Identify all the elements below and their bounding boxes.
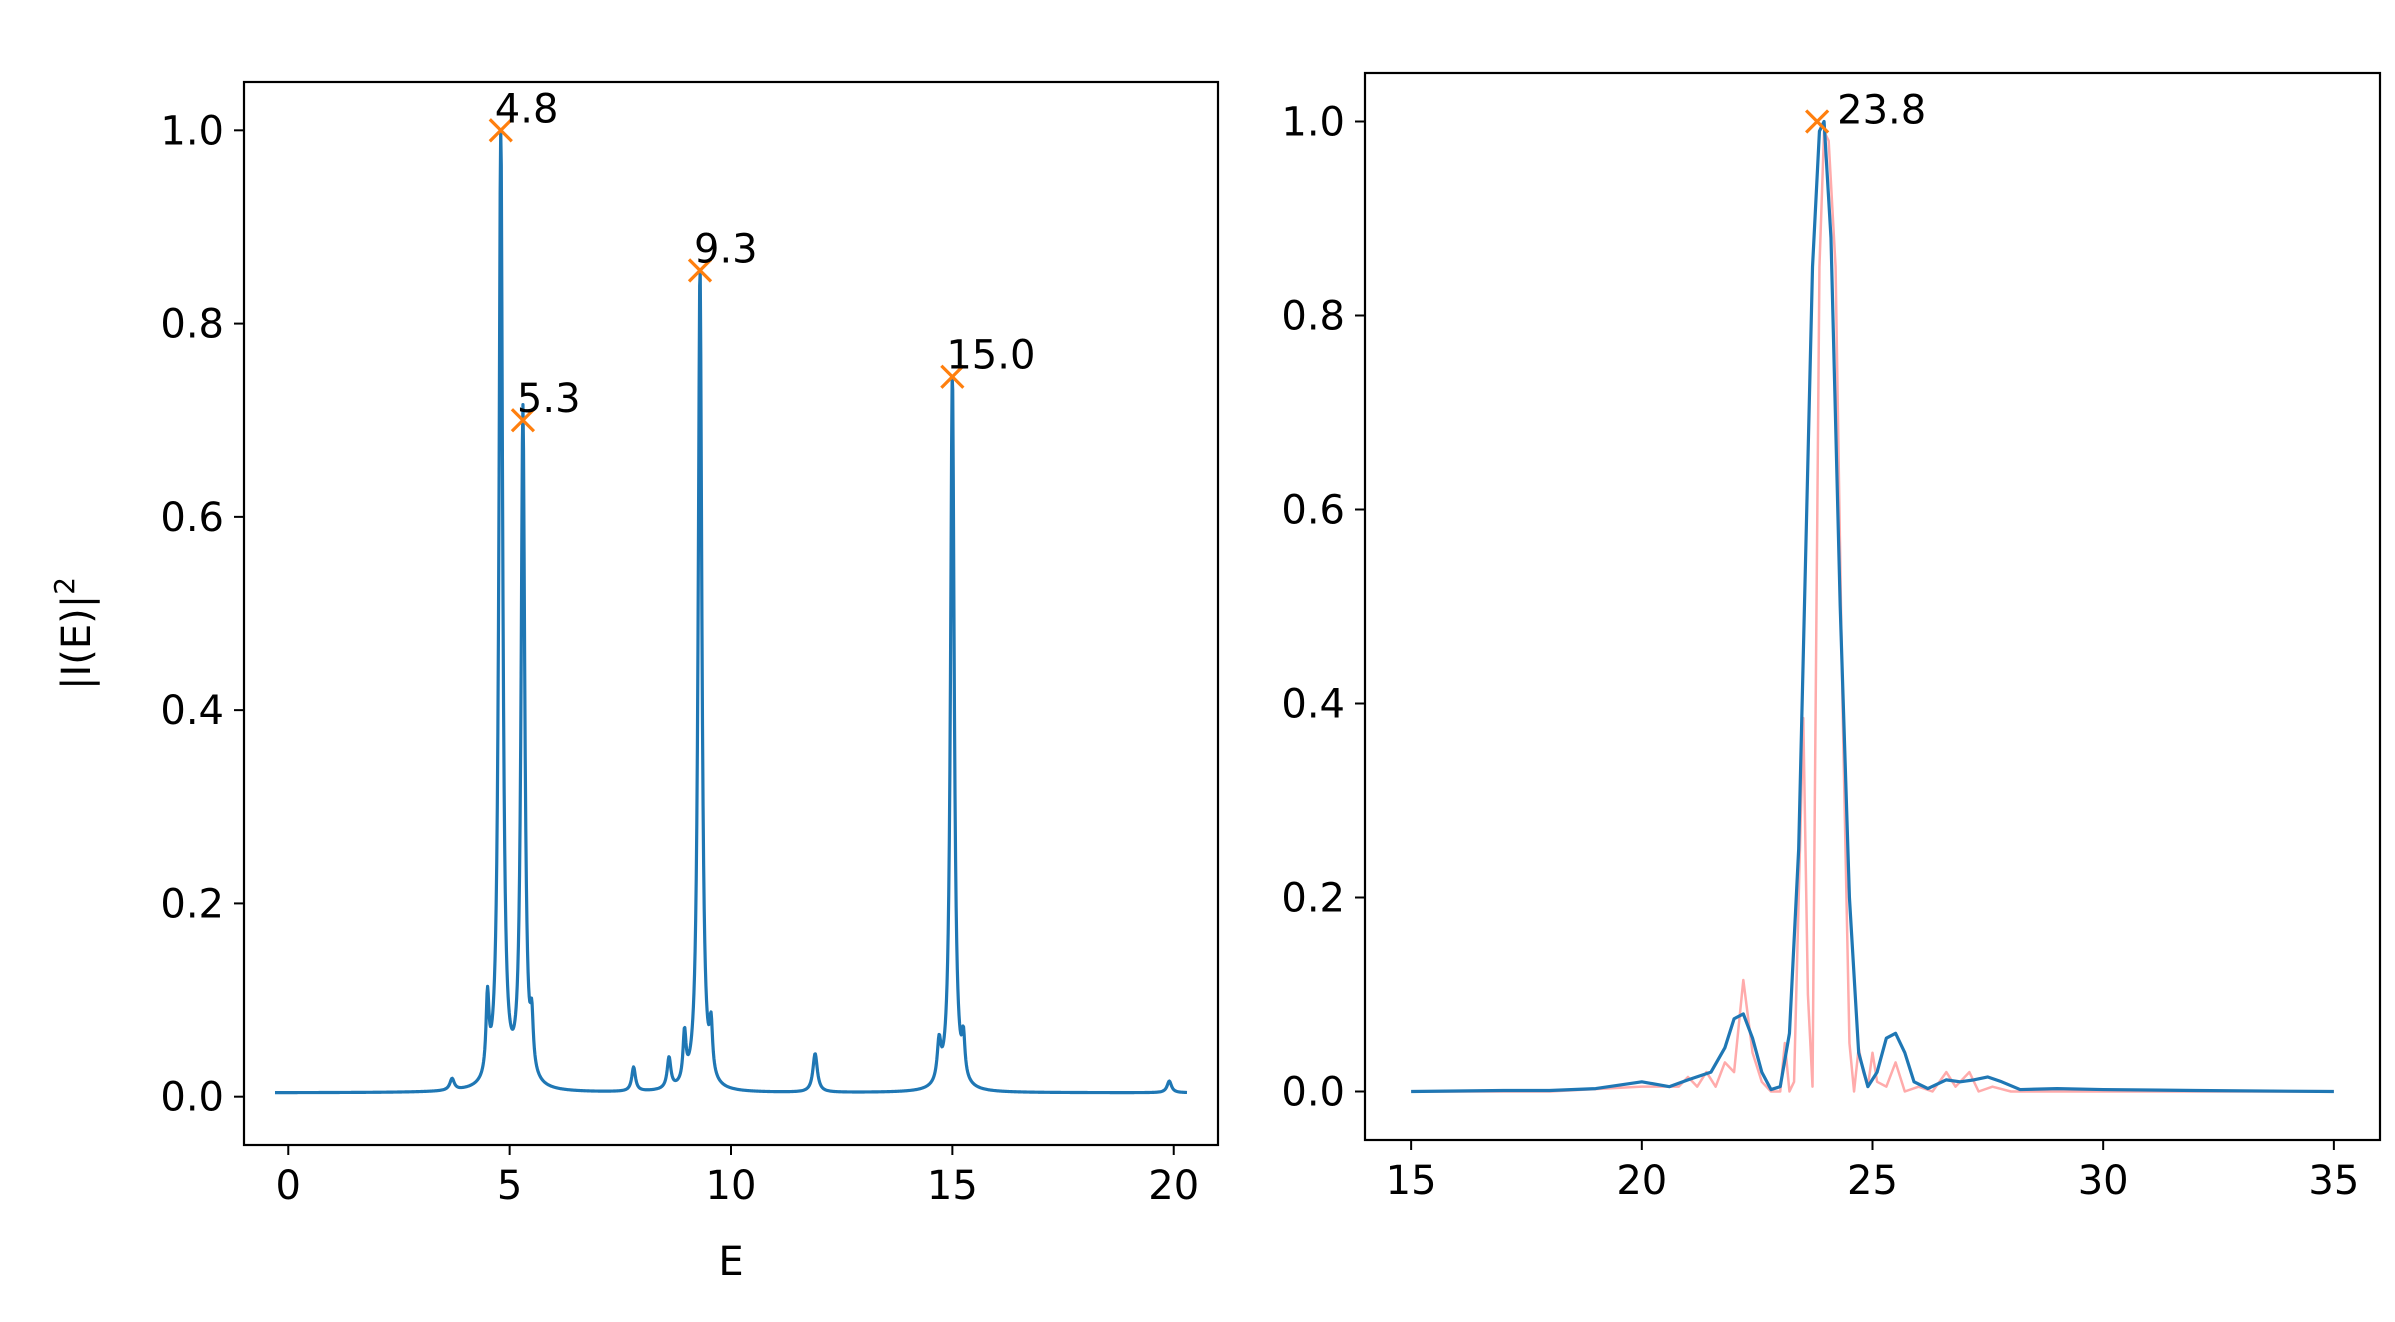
left-y-tick-label-0: 0.0 — [160, 1075, 224, 1121]
right-x-tick-label-3: 30 — [2078, 1158, 2129, 1204]
left-x-tick-label-1: 5 — [497, 1163, 522, 1209]
left-x-tick-label-3: 15 — [927, 1163, 978, 1209]
right-y-tick-label-0: 0.0 — [1281, 1070, 1345, 1116]
right-x-tick-label-2: 25 — [1847, 1158, 1898, 1204]
left-x-tick-label-0: 0 — [276, 1163, 301, 1209]
left-y-axis-label: |I(E)|2 — [48, 577, 100, 690]
right-series-line-0 — [1411, 129, 2334, 1093]
right-plot-panel: 23.8 15 20 25 30 35 0.0 0.2 0.4 0.6 0.8 1.0 — [1281, 71, 2382, 1204]
left-peak-label-2: 9.3 — [694, 226, 758, 272]
left-y-tick-label-3: 0.6 — [160, 495, 224, 541]
left-plot-panel: 4.8 5.3 9.3 15.0 0 5 10 15 20 0.0 0.2 0.4 0.6 0.8 1.0 E… — [48, 80, 1220, 1285]
right-x-tick-label-4: 35 — [2308, 1158, 2359, 1204]
right-y-tick-label-5: 1.0 — [1281, 100, 1345, 146]
left-peak-label-1: 5.3 — [517, 376, 581, 422]
right-axes-frame — [1363, 71, 2382, 1142]
left-x-tick-label-2: 10 — [706, 1163, 757, 1209]
left-y-tick-label-2: 0.4 — [160, 688, 224, 734]
left-y-axis-label-exponent: 2 — [48, 577, 81, 595]
left-peak-label-3: 15.0 — [946, 333, 1035, 379]
left-y-tick-label-4: 0.8 — [160, 302, 224, 348]
left-y-tick-label-1: 0.2 — [160, 881, 224, 927]
left-x-tick-label-4: 20 — [1148, 1163, 1199, 1209]
left-peak-label-0: 4.8 — [495, 86, 559, 132]
right-y-tick-label-2: 0.4 — [1281, 682, 1345, 728]
right-y-tick-label-3: 0.6 — [1281, 488, 1345, 534]
right-x-tick-label-1: 20 — [1616, 1158, 1667, 1204]
right-peak-marker-0 — [1805, 109, 1830, 134]
right-series-line-1 — [1411, 119, 2334, 1094]
right-x-tick-label-0: 15 — [1386, 1158, 1437, 1204]
right-peak-label-0: 23.8 — [1837, 88, 1926, 134]
left-peak-marker-3 — [940, 364, 965, 389]
left-peak-marker-1 — [510, 408, 536, 433]
right-y-tick-label-1: 0.2 — [1281, 876, 1345, 922]
left-series-line-0 — [273, 128, 1189, 1095]
left-y-tick-label-5: 1.0 — [160, 108, 224, 154]
left-peak-marker-2 — [687, 258, 713, 283]
right-y-tick-label-4: 0.8 — [1281, 294, 1345, 340]
left-x-axis-label: E — [718, 1239, 743, 1285]
left-peak-marker-0 — [488, 118, 513, 143]
